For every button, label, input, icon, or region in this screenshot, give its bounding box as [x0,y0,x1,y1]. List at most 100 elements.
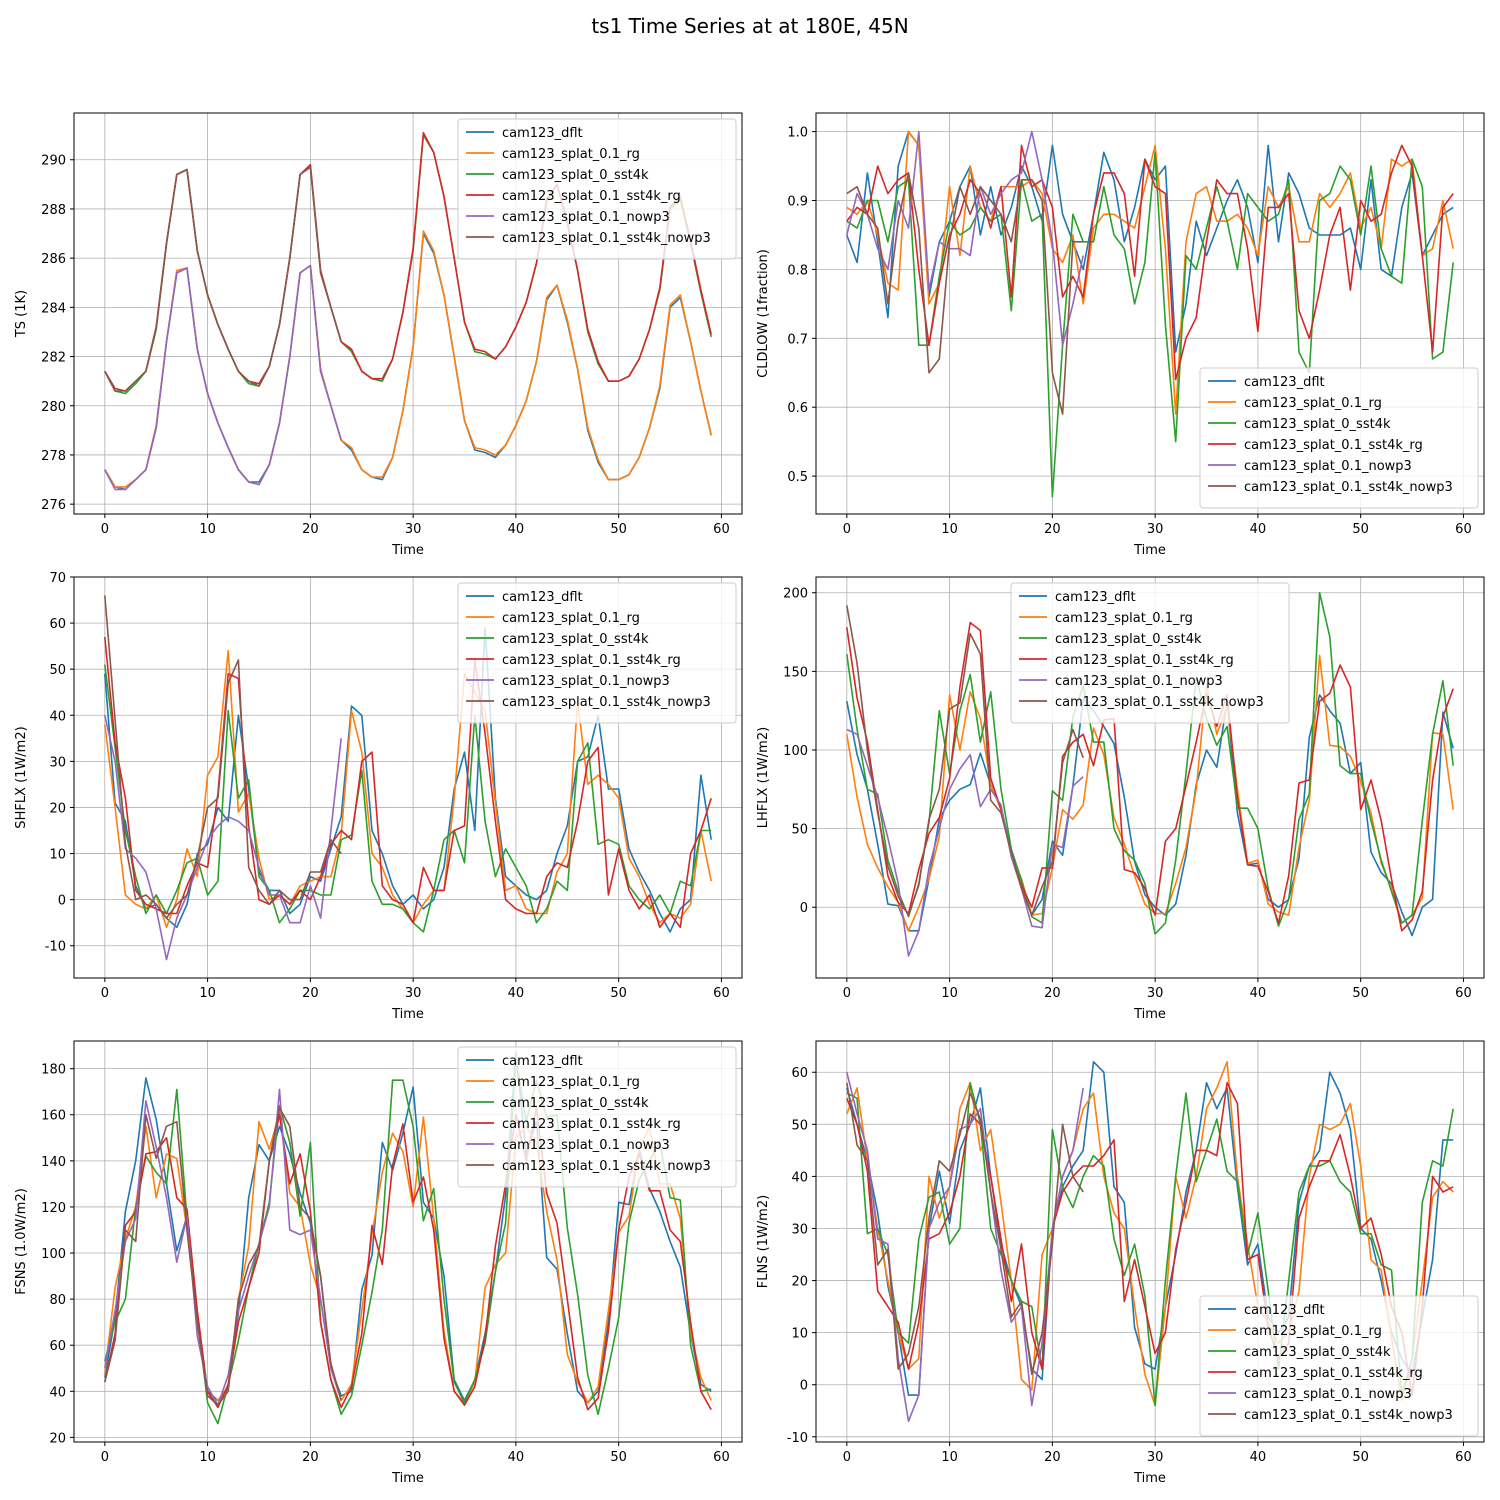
x-tick-label: 30 [1147,1450,1164,1465]
y-axis-label: FSNS (1.0W/m2) [14,1188,29,1295]
y-tick-label: 0.9 [787,195,808,210]
axes-frame [73,1040,743,1443]
x-tick-label: 60 [1455,986,1472,1001]
y-axis-label: FLNS (1W/m2) [756,1195,771,1288]
legend-label: cam123_dflt [1244,1303,1325,1318]
legend-box [1199,367,1479,509]
legend-label: cam123_splat_0.1_sst4k_nowp3 [502,231,711,246]
chart-panel-1: 0 10 20 30 40 50 60 276 278 280 282 284 286 288 290 Tim… [14,112,743,558]
x-tick-label: 50 [1352,1450,1369,1465]
x-axis-label: Time [1133,1471,1166,1486]
legend-label: cam123_splat_0_sst4k [1244,1345,1391,1360]
legend-label: cam123_dflt [1055,590,1136,605]
axes-frame [73,112,743,515]
y-tick-label: 20 [49,801,66,816]
y-tick-label: 80 [49,1293,66,1308]
x-tick-label: 30 [1147,986,1164,1001]
x-tick-label: 30 [405,522,422,537]
axes-frame [815,1040,1485,1443]
legend-label: cam123_splat_0.1_sst4k_rg [1244,438,1423,453]
x-tick-label: 40 [508,986,525,1001]
legend-label: cam123_splat_0.1_sst4k_rg [502,1117,681,1132]
y-tick-label: 50 [49,663,66,678]
y-tick-label: 1.0 [787,126,808,141]
legend-label: cam123_splat_0.1_sst4k_nowp3 [1244,480,1453,495]
legend: cam123_dflt cam123_splat_0.1_rg cam123_spl… [457,582,737,724]
series-line-cam123_splat_0.1_sst4k_rg [104,636,712,929]
legend: cam123_dflt cam123_splat_0.1_rg cam123_spl… [1199,367,1479,509]
series-line-cam123_splat_0.1_nowp3 [104,264,342,491]
y-tick-label: -10 [45,940,66,955]
x-tick-label: 20 [302,1450,319,1465]
axes-frame [815,576,1485,979]
y-tick-label: 100 [783,744,808,759]
y-tick-label: 288 [41,203,66,218]
x-tick-label: 40 [1250,986,1267,1001]
y-tick-label: 276 [41,498,66,513]
y-tick-label: 0.8 [787,263,808,278]
series-line-cam123_splat_0_sst4k [846,1081,1454,1407]
y-tick-label: 280 [41,400,66,415]
legend-label: cam123_splat_0.1_sst4k_rg [502,653,681,668]
series-line-cam123_splat_0.1_sst4k_rg [846,1081,1454,1396]
x-tick-label: 50 [1352,986,1369,1001]
y-tick-label: 10 [791,1327,808,1342]
legend-label: cam123_dflt [502,126,583,141]
series-line-cam123_splat_0.1_sst4k_rg [846,144,1454,381]
series-line-cam123_splat_0.1_sst4k_nowp3 [104,595,342,919]
legend-label: cam123_splat_0.1_sst4k_nowp3 [502,695,711,710]
x-tick-label: 40 [1250,1450,1267,1465]
legend: cam123_dflt cam123_splat_0.1_rg cam123_spl… [457,1046,737,1188]
y-tick-label: 140 [41,1155,66,1170]
figure-title: ts1 Time Series at at 180E, 45N [591,14,909,38]
series-line-cam123_splat_0.1_nowp3 [846,130,1084,347]
y-tick-label: 100 [41,1247,66,1262]
legend-label: cam123_splat_0.1_nowp3 [502,1138,670,1153]
series-line-cam123_splat_0.1_sst4k_nowp3 [104,1107,342,1406]
series-line-cam123_splat_0.1_sst4k_nowp3 [104,166,342,392]
chart-panel-2: 0 10 20 30 40 50 60 0.5 0.6 0.7 0.8 0.9 1.0 Time CLDLO… [756,112,1485,558]
series-line-cam123_splat_0.1_rg [104,230,712,488]
x-tick-label: 50 [1352,522,1369,537]
x-axis-label: Time [1133,543,1166,558]
y-tick-label: 60 [49,617,66,632]
x-tick-label: 20 [1044,986,1061,1001]
legend-label: cam123_splat_0.1_rg [1244,396,1382,411]
x-tick-label: 10 [941,986,958,1001]
legend-label: cam123_dflt [1244,375,1325,390]
y-tick-label: 40 [49,709,66,724]
legend: cam123_dflt cam123_splat_0.1_rg cam123_spl… [1199,1295,1479,1437]
y-tick-label: 50 [791,823,808,838]
legend-label: cam123_splat_0.1_rg [502,611,640,626]
x-tick-label: 10 [199,522,216,537]
y-tick-label: 160 [41,1109,66,1124]
y-tick-label: 286 [41,252,66,267]
y-tick-label: 10 [49,848,66,863]
y-tick-label: 278 [41,449,66,464]
legend-label: cam123_splat_0.1_nowp3 [1244,459,1412,474]
legend-label: cam123_splat_0.1_sst4k_rg [502,189,681,204]
x-tick-label: 30 [405,1450,422,1465]
legend-box [457,582,737,724]
y-axis-label: SHFLX (1W/m2) [14,726,29,828]
series-line-cam123_splat_0.1_sst4k_nowp3 [846,172,1084,415]
legend-label: cam123_splat_0.1_rg [502,1075,640,1090]
legend-label: cam123_splat_0.1_nowp3 [502,210,670,225]
y-tick-label: 0 [800,1379,808,1394]
y-tick-label: -10 [787,1431,808,1446]
chart-panel-5: 0 10 20 30 40 50 60 20 40 60 80 100 120 140 160 180 Time… [14,1040,743,1486]
series-line-cam123_splat_0.1_nowp3 [104,1088,342,1406]
y-tick-label: 20 [49,1431,66,1446]
legend-label: cam123_splat_0.1_nowp3 [1055,674,1223,689]
legend-label: cam123_splat_0.1_rg [1055,611,1193,626]
y-tick-label: 60 [49,1339,66,1354]
y-tick-label: 200 [783,587,808,602]
series-line-cam123_splat_0_sst4k [846,151,1454,498]
x-axis-label: Time [1133,1007,1166,1022]
y-tick-label: 0.7 [787,332,808,347]
legend-label: cam123_splat_0.1_nowp3 [1244,1387,1412,1402]
x-tick-label: 0 [101,522,109,537]
x-tick-label: 20 [302,986,319,1001]
x-tick-label: 0 [101,1450,109,1465]
